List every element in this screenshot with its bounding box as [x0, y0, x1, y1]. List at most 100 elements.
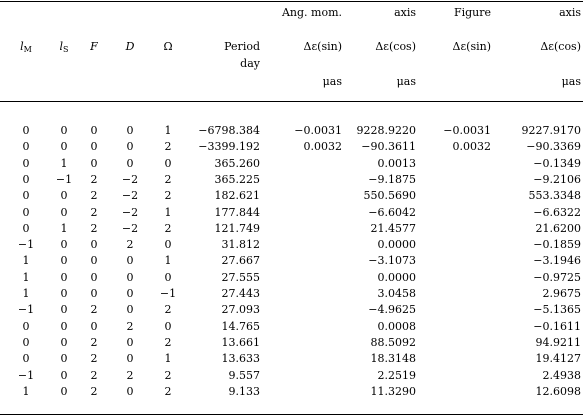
am-cos-cell: −3.1073 [368, 254, 416, 267]
F-cell: 2 [90, 222, 98, 235]
omega-cell: 0 [164, 271, 172, 284]
D-cell: 0 [126, 287, 134, 300]
fig-cos-cell: 94.9211 [535, 336, 582, 349]
header-axis-2: axis [559, 6, 581, 19]
omega-cell: 2 [164, 173, 172, 186]
period-cell: 177.844 [214, 206, 261, 219]
fig-cos-cell: −6.6322 [533, 206, 581, 219]
fig-cos-cell: 2.9675 [542, 287, 582, 300]
period-cell: 14.765 [221, 320, 261, 333]
omega-cell: 0 [164, 320, 172, 333]
l-moon-cell: 0 [22, 189, 30, 202]
l-sun-cell: 0 [60, 271, 68, 284]
D-cell: 0 [126, 336, 134, 349]
D-cell: 2 [126, 238, 134, 251]
omega-cell: 2 [164, 140, 172, 153]
header-day: day [240, 57, 260, 70]
D-cell: 0 [126, 352, 134, 365]
period-cell: −3399.192 [198, 140, 260, 153]
l-sun-cell: 0 [60, 238, 68, 251]
omega-cell: 2 [164, 336, 172, 349]
omega-cell: 0 [164, 157, 172, 170]
period-cell: 9.133 [228, 385, 261, 398]
fig-cos-cell: −90.3369 [526, 140, 581, 153]
header-de-cos-2: Δε(cos) [540, 40, 581, 53]
F-cell: 0 [90, 320, 98, 333]
fig-cos-cell: −0.1611 [533, 320, 581, 333]
F-cell: 0 [90, 124, 98, 137]
D-cell: 0 [126, 254, 134, 267]
omega-cell: 2 [164, 385, 172, 398]
period-cell: 27.555 [221, 271, 261, 284]
F-cell: 2 [90, 385, 98, 398]
am-cos-cell: −6.6042 [368, 206, 416, 219]
omega-cell: 2 [164, 303, 172, 316]
omega-cell: 0 [164, 238, 172, 251]
F-cell: 2 [90, 303, 98, 316]
fig-sin-cell: −0.0031 [443, 124, 491, 137]
fig-cos-cell: −0.9725 [533, 271, 581, 284]
period-cell: 13.661 [221, 336, 261, 349]
header-de-cos-1: Δε(cos) [375, 40, 416, 53]
l-moon-cell: 0 [22, 173, 30, 186]
fig-cos-cell: 21.6200 [535, 222, 582, 235]
D-cell: 2 [126, 369, 134, 382]
D-cell: 2 [126, 320, 134, 333]
am-cos-cell: 0.0000 [377, 238, 417, 251]
header-rule [0, 101, 583, 102]
l-sun-cell: 0 [60, 303, 68, 316]
period-cell: 31.812 [221, 238, 261, 251]
l-sun-cell: 0 [60, 189, 68, 202]
omega-cell: 1 [164, 254, 172, 267]
period-cell: 121.749 [214, 222, 261, 235]
l-moon-cell: −1 [17, 238, 35, 251]
period-cell: 27.093 [221, 303, 261, 316]
omega-cell: 1 [164, 352, 172, 365]
header-l-moon: lM [20, 40, 32, 54]
am-cos-cell: 0.0013 [377, 157, 417, 170]
omega-cell: 2 [164, 369, 172, 382]
D-cell: −2 [121, 222, 139, 235]
l-moon-cell: 1 [22, 271, 30, 284]
fig-sin-cell: 0.0032 [452, 140, 492, 153]
l-moon-cell: 1 [22, 385, 30, 398]
F-cell: 2 [90, 206, 98, 219]
l-sun-cell: 0 [60, 352, 68, 365]
header-l-sun: lS [59, 40, 69, 54]
D-cell: 0 [126, 157, 134, 170]
F-cell: 2 [90, 352, 98, 365]
l-sun-cell: −1 [55, 173, 73, 186]
l-moon-cell: −1 [17, 303, 35, 316]
header-F: F [90, 40, 98, 53]
am-cos-cell: 18.3148 [370, 352, 417, 365]
D-cell: 0 [126, 124, 134, 137]
l-sun-cell: 0 [60, 140, 68, 153]
l-moon-cell: 0 [22, 320, 30, 333]
am-cos-cell: −90.3611 [361, 140, 416, 153]
period-cell: −6798.384 [198, 124, 260, 137]
l-sun-cell: 0 [60, 385, 68, 398]
D-cell: 0 [126, 385, 134, 398]
top-rule [0, 1, 583, 2]
header-de-sin-1: Δε(sin) [303, 40, 342, 53]
period-cell: 13.633 [221, 352, 261, 365]
am-sin-cell: 0.0032 [303, 140, 343, 153]
l-sun-cell: 0 [60, 369, 68, 382]
F-cell: 0 [90, 254, 98, 267]
am-cos-cell: 11.3290 [370, 385, 417, 398]
omega-cell: 1 [164, 206, 172, 219]
header-period: Period [224, 40, 260, 53]
fig-cos-cell: −9.2106 [533, 173, 581, 186]
am-cos-cell: −4.9625 [368, 303, 416, 316]
header-unit-1: μas [322, 75, 342, 88]
am-cos-cell: 2.2519 [377, 369, 417, 382]
omega-cell: −1 [159, 287, 177, 300]
fig-cos-cell: 2.4938 [542, 369, 582, 382]
l-sun-cell: 1 [60, 222, 68, 235]
am-cos-cell: 9228.9220 [356, 124, 417, 137]
header-de-sin-2: Δε(sin) [452, 40, 491, 53]
l-sun-cell: 0 [60, 336, 68, 349]
fig-cos-cell: 9227.9170 [521, 124, 582, 137]
fig-cos-cell: 12.6098 [535, 385, 582, 398]
l-sun-cell: 0 [60, 124, 68, 137]
